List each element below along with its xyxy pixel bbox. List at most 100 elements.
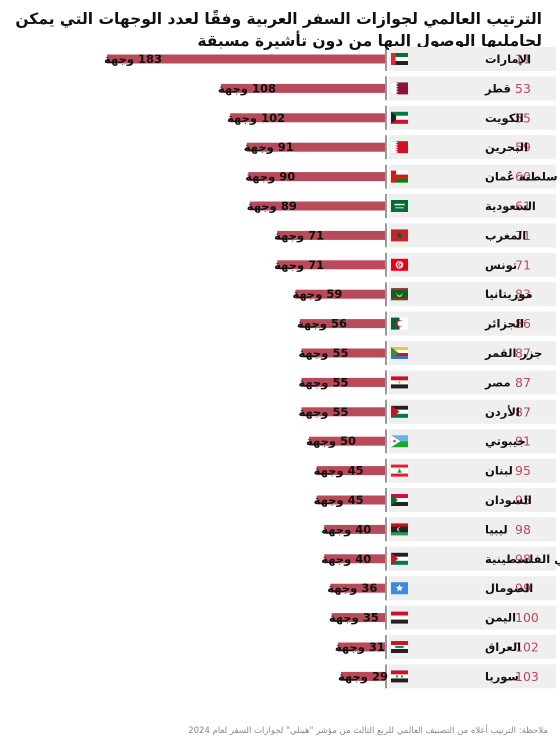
row-background <box>389 576 556 601</box>
row-background <box>389 194 556 218</box>
tunisia-flag <box>391 258 408 271</box>
qatar-flag <box>391 82 408 95</box>
syria-flag <box>391 670 408 683</box>
row-background <box>389 164 556 189</box>
value-label: 108 وجهة <box>218 81 276 96</box>
rank-label: 55 <box>515 110 531 125</box>
sudan-flag <box>391 494 408 506</box>
rank-label: 87 <box>515 346 531 361</box>
value-label: 40 وجهة <box>321 552 371 567</box>
comoros-flag <box>391 347 408 359</box>
somalia-flag <box>391 582 408 595</box>
country-label: تونس <box>485 258 517 273</box>
country-label: الأراضي الفلسطينية <box>485 552 560 566</box>
country-label: السودان <box>485 493 532 508</box>
rank-label: 100 <box>515 610 539 625</box>
bar <box>301 407 385 417</box>
rank-label: 87 <box>515 404 531 419</box>
rank-label: 83 <box>515 287 531 302</box>
row-background <box>389 517 556 542</box>
rank-label: 86 <box>515 316 531 331</box>
bar <box>324 554 385 564</box>
rank-label: 99 <box>515 581 531 596</box>
country-label: البحرين <box>485 140 528 154</box>
row-background <box>389 341 556 365</box>
country-label: سوريا <box>485 669 519 684</box>
bar <box>277 260 385 270</box>
row-background <box>389 635 556 659</box>
row-background <box>389 429 556 454</box>
row-background <box>389 252 556 277</box>
country-label: الإمارات <box>485 52 531 66</box>
bar <box>316 495 385 505</box>
iraq-flag <box>391 641 408 653</box>
rank-label: 102 <box>515 640 539 655</box>
value-label: 90 وجهة <box>245 170 295 185</box>
row-background <box>389 399 556 424</box>
value-label: 59 وجهة <box>292 287 342 302</box>
country-label: الجزائر <box>484 317 524 331</box>
country-label: لبنان <box>485 464 513 478</box>
row-background <box>389 135 556 160</box>
country-label: السعودية <box>485 199 536 214</box>
row-background <box>389 664 556 689</box>
country-label: الأردن <box>485 405 520 419</box>
row-background <box>389 47 556 71</box>
row-background <box>389 105 556 130</box>
bar <box>107 54 385 64</box>
djibouti-flag <box>391 435 408 448</box>
value-label: 71 وجهة <box>274 258 324 273</box>
country-label: مصر <box>484 375 511 389</box>
value-label: 45 وجهة <box>314 464 364 479</box>
value-label: 55 وجهة <box>298 375 348 390</box>
bar <box>331 613 385 623</box>
value-label: 91 وجهة <box>244 140 294 155</box>
row-background <box>389 311 556 336</box>
rank-label: 98 <box>515 522 531 537</box>
bar <box>301 348 385 358</box>
value-label: 102 وجهة <box>227 111 285 126</box>
egypt-flag <box>391 376 408 389</box>
bar <box>340 671 385 681</box>
bar <box>249 201 385 211</box>
bahrain-flag <box>391 141 408 154</box>
rank-label: 91 <box>515 434 531 449</box>
country-label: الكويت <box>485 111 524 126</box>
country-label: جزر القمر <box>484 346 542 360</box>
table-row: 98 ليبيا 40 وجهة <box>321 517 556 542</box>
bar <box>277 230 385 240</box>
country-label: جيبوتي <box>485 434 526 449</box>
value-label: 183 وجهة <box>104 52 162 67</box>
rank-label: 87 <box>515 375 531 390</box>
lebanon-flag <box>391 464 408 477</box>
bar <box>295 289 385 299</box>
footnote: ملاحظة: الترتيب أعلاه من التصنيف العالمي… <box>188 726 548 736</box>
rank-label: 11 <box>515 52 531 67</box>
country-label: موريتانيا <box>485 287 533 302</box>
country-label: اليمن <box>485 611 516 625</box>
rank-label: 71 <box>515 228 531 243</box>
rank-label: 71 <box>515 257 531 272</box>
row-background <box>389 605 556 630</box>
row-background <box>389 458 556 483</box>
row-background <box>389 223 556 248</box>
country-label: سلطنة عُمان <box>485 170 558 184</box>
value-label: 31 وجهة <box>335 640 385 655</box>
row-background <box>389 370 556 395</box>
value-label: 56 وجهة <box>297 317 347 332</box>
value-label: 40 وجهة <box>321 522 371 537</box>
libya-flag <box>391 523 408 536</box>
